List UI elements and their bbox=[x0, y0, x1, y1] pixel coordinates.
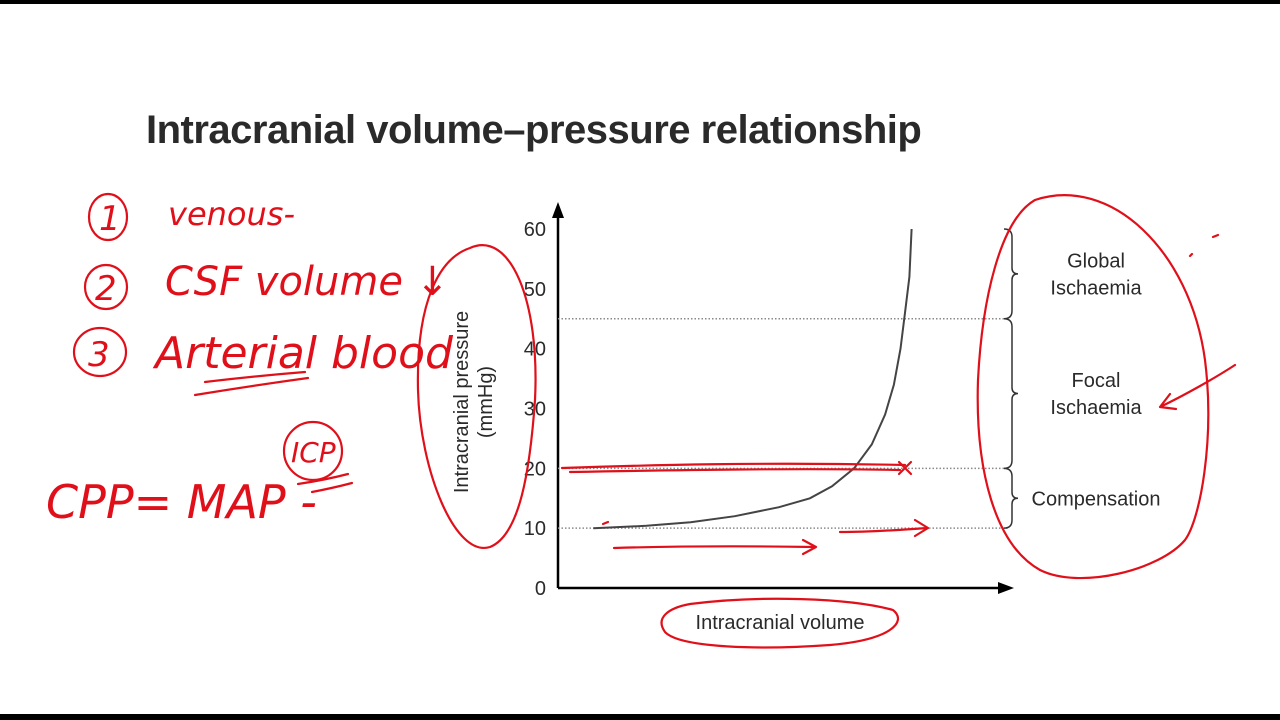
region-label-0-line-1: Ischaemia bbox=[1050, 277, 1142, 299]
icp-circle bbox=[282, 420, 344, 482]
slide-title: Intracranial volume–pressure relationshi… bbox=[146, 108, 922, 152]
ylabel-ellipse bbox=[416, 244, 537, 550]
tick-mark bbox=[601, 520, 610, 526]
region-bracket-1 bbox=[1003, 318, 1019, 470]
underline-2 bbox=[193, 376, 310, 397]
y-tick-label-10: 10 bbox=[524, 518, 546, 540]
xlabel-ellipse bbox=[660, 597, 899, 649]
annotation-num-2: 2 bbox=[95, 269, 117, 309]
y-axis-label-line-1: Intracranial pressure bbox=[451, 311, 473, 493]
circle-1 bbox=[87, 192, 129, 242]
chart-axes bbox=[552, 202, 1014, 594]
y-axis-arrow bbox=[552, 202, 564, 218]
formula-text: CPP= MAP - bbox=[46, 475, 317, 529]
y-axis-label: Intracranial pressure (mmHg) bbox=[451, 311, 497, 493]
arrow-focal bbox=[1158, 363, 1237, 411]
underline-1 bbox=[203, 370, 307, 384]
y-tick-label-60: 60 bbox=[524, 219, 546, 241]
region-label-2-line-0: Compensation bbox=[1032, 488, 1161, 510]
arrow-lower bbox=[612, 538, 818, 556]
annotation-num-3: 3 bbox=[88, 335, 110, 375]
x-axis-arrow bbox=[998, 582, 1014, 594]
series-line-0 bbox=[593, 228, 913, 530]
arrow-right bbox=[838, 518, 930, 538]
region-label-1-line-0: Focal bbox=[1072, 370, 1121, 392]
line-20-mark-2 bbox=[568, 468, 902, 474]
icp-underline-2 bbox=[310, 481, 354, 494]
annotation-item-1: venous- bbox=[168, 195, 295, 233]
region-label-0-line-0: Global bbox=[1067, 250, 1125, 272]
y-axis-label-line-2: (mmHg) bbox=[475, 366, 497, 438]
regions-ellipse bbox=[976, 194, 1210, 580]
y-tick-label-50: 50 bbox=[524, 279, 546, 301]
region-bracket-2 bbox=[1003, 467, 1019, 529]
stray-marks bbox=[1188, 233, 1220, 258]
annotation-num-1: 1 bbox=[99, 199, 121, 239]
annotation-item-3: Arterial blood bbox=[152, 328, 454, 379]
circle-2 bbox=[83, 263, 129, 311]
y-tick-label-20: 20 bbox=[524, 458, 546, 480]
handwritten-annotations: 1 venous- 2 CSF volume ↓ 3 Arterial bloo… bbox=[46, 192, 1237, 649]
region-bracket-0 bbox=[1003, 228, 1019, 320]
cross-mark bbox=[897, 460, 913, 476]
x-axis-label: Intracranial volume bbox=[696, 612, 865, 634]
circle-3 bbox=[72, 326, 128, 378]
icp-underline-1 bbox=[296, 472, 350, 486]
region-label-1-line-1: Ischaemia bbox=[1050, 397, 1142, 419]
formula-icp: ICP bbox=[291, 436, 336, 469]
top-border bbox=[0, 0, 1280, 4]
annotation-item-2: CSF volume ↓ bbox=[165, 259, 449, 305]
y-tick-label-0: 0 bbox=[535, 578, 546, 600]
bottom-border bbox=[0, 714, 1280, 720]
line-20-mark-1 bbox=[560, 462, 907, 470]
